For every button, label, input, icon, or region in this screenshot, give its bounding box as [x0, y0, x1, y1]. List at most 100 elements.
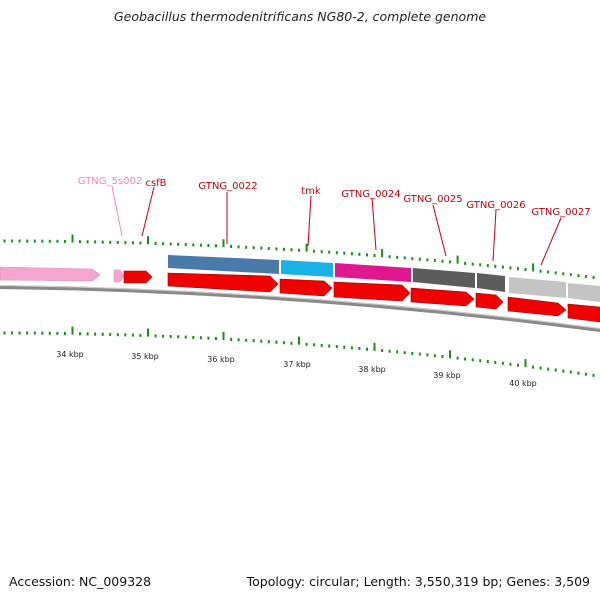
lower-minor-tick — [517, 363, 519, 367]
upper-minor-tick — [18, 239, 21, 243]
gene-label-GTNG_0026: GTNG_0026 — [466, 200, 525, 211]
upper-minor-tick — [169, 242, 172, 246]
upper-minor-tick — [464, 261, 467, 265]
upper-minor-tick — [215, 244, 217, 248]
upper-minor-tick — [282, 247, 285, 251]
upper-minor-tick — [471, 262, 474, 266]
upper-minor-tick — [313, 249, 316, 253]
lower-minor-tick — [562, 369, 565, 373]
lower-minor-tick — [282, 341, 285, 345]
lower-minor-tick — [486, 360, 489, 363]
lower-major-tick — [373, 342, 376, 351]
upper-minor-tick — [63, 239, 66, 243]
upper-minor-tick — [3, 239, 6, 243]
upper-major-tick — [381, 249, 384, 258]
lower-minor-tick — [260, 339, 263, 343]
upper-minor-tick — [396, 255, 399, 259]
lower-minor-tick — [479, 359, 482, 363]
lower-minor-tick — [418, 352, 421, 356]
kbp-label-36: 36 kbp — [207, 355, 235, 364]
lower-minor-tick — [335, 345, 338, 349]
upper-minor-tick — [124, 241, 127, 245]
lower-minor-tick — [11, 331, 14, 335]
lower-major-tick — [298, 336, 300, 345]
upper-minor-tick — [56, 239, 59, 243]
upper-minor-tick — [116, 240, 119, 244]
lower-minor-tick — [366, 347, 368, 351]
gene-band-0022 — [168, 255, 279, 274]
lower-minor-tick — [245, 338, 248, 342]
kbp-label-35: 35 kbp — [131, 352, 159, 361]
genome-backbone-highlight — [0, 285, 600, 329]
genome-backbone — [0, 285, 600, 332]
lower-minor-tick — [79, 332, 81, 336]
upper-minor-tick — [584, 275, 587, 278]
lower-minor-tick — [192, 336, 195, 339]
lower-minor-tick — [509, 362, 512, 366]
upper-minor-tick — [26, 239, 29, 243]
lower-minor-tick — [313, 343, 316, 347]
lower-minor-tick — [230, 337, 233, 341]
lower-minor-tick — [154, 334, 157, 338]
lower-minor-tick — [343, 345, 346, 349]
upper-minor-tick — [199, 243, 202, 247]
rrna-arrow-left — [0, 266, 101, 282]
lower-minor-tick — [56, 331, 59, 335]
cds-arrow-0024 — [333, 281, 411, 302]
upper-minor-tick — [403, 256, 406, 260]
lower-minor-tick — [305, 342, 308, 346]
upper-minor-tick — [328, 250, 331, 254]
gene-label-tmk: tmk — [301, 186, 321, 197]
lower-major-tick — [222, 332, 225, 340]
lower-minor-tick — [554, 368, 557, 372]
cds-arrow-0027 — [507, 296, 567, 317]
lower-minor-tick — [215, 337, 217, 341]
gene-band-0025 — [413, 268, 475, 288]
gene-label-GTNG_0025: GTNG_0025 — [403, 194, 462, 205]
upper-minor-tick — [101, 240, 104, 244]
upper-minor-tick — [592, 275, 595, 279]
lower-minor-tick — [494, 360, 497, 364]
lower-minor-tick — [532, 365, 535, 369]
lower-minor-tick — [433, 354, 436, 358]
upper-minor-tick — [335, 251, 338, 255]
lower-minor-tick — [426, 353, 429, 357]
gene-label-GTNG_5s002: GTNG_5s002 — [78, 176, 142, 187]
map-title: Geobacillus thermodenitrificans NG80-2, … — [113, 9, 487, 24]
upper-minor-tick — [260, 246, 263, 250]
lower-minor-tick — [411, 351, 414, 355]
upper-minor-tick — [192, 243, 195, 247]
gene-label-csfB: csfB — [145, 178, 166, 189]
lower-minor-tick — [328, 344, 331, 348]
upper-minor-tick — [184, 243, 187, 247]
gene-label-GTNG_0027: GTNG_0027 — [531, 207, 590, 218]
upper-minor-tick — [41, 239, 44, 243]
upper-minor-tick — [230, 245, 233, 248]
topology-summary: Topology: circular; Length: 3,550,319 bp… — [246, 574, 590, 589]
upper-minor-tick — [33, 239, 36, 243]
lower-minor-tick — [41, 331, 44, 335]
upper-minor-tick — [245, 245, 248, 249]
gene-label-GTNG_0022: GTNG_0022 — [198, 181, 257, 192]
kbp-label-38: 38 kbp — [358, 365, 386, 374]
lower-minor-tick — [199, 336, 202, 340]
lower-minor-tick — [275, 340, 278, 344]
lower-minor-tick — [252, 339, 255, 343]
upper-minor-tick — [350, 252, 353, 256]
upper-major-tick — [532, 263, 535, 272]
gene-band-tmk — [281, 260, 333, 277]
upper-minor-tick — [343, 251, 346, 255]
upper-minor-tick — [358, 252, 361, 256]
lower-minor-tick — [358, 347, 361, 350]
gene-band-0027 — [509, 277, 566, 298]
upper-minor-tick — [388, 255, 391, 259]
lower-minor-tick — [184, 335, 187, 339]
lower-major-tick — [524, 359, 527, 368]
lower-minor-tick — [501, 361, 504, 365]
label-leaders — [111, 185, 562, 266]
lower-minor-tick — [237, 338, 240, 342]
cds-arrow-next — [567, 303, 600, 323]
upper-minor-tick — [162, 242, 165, 246]
cds-arrow-0026 — [475, 292, 504, 310]
